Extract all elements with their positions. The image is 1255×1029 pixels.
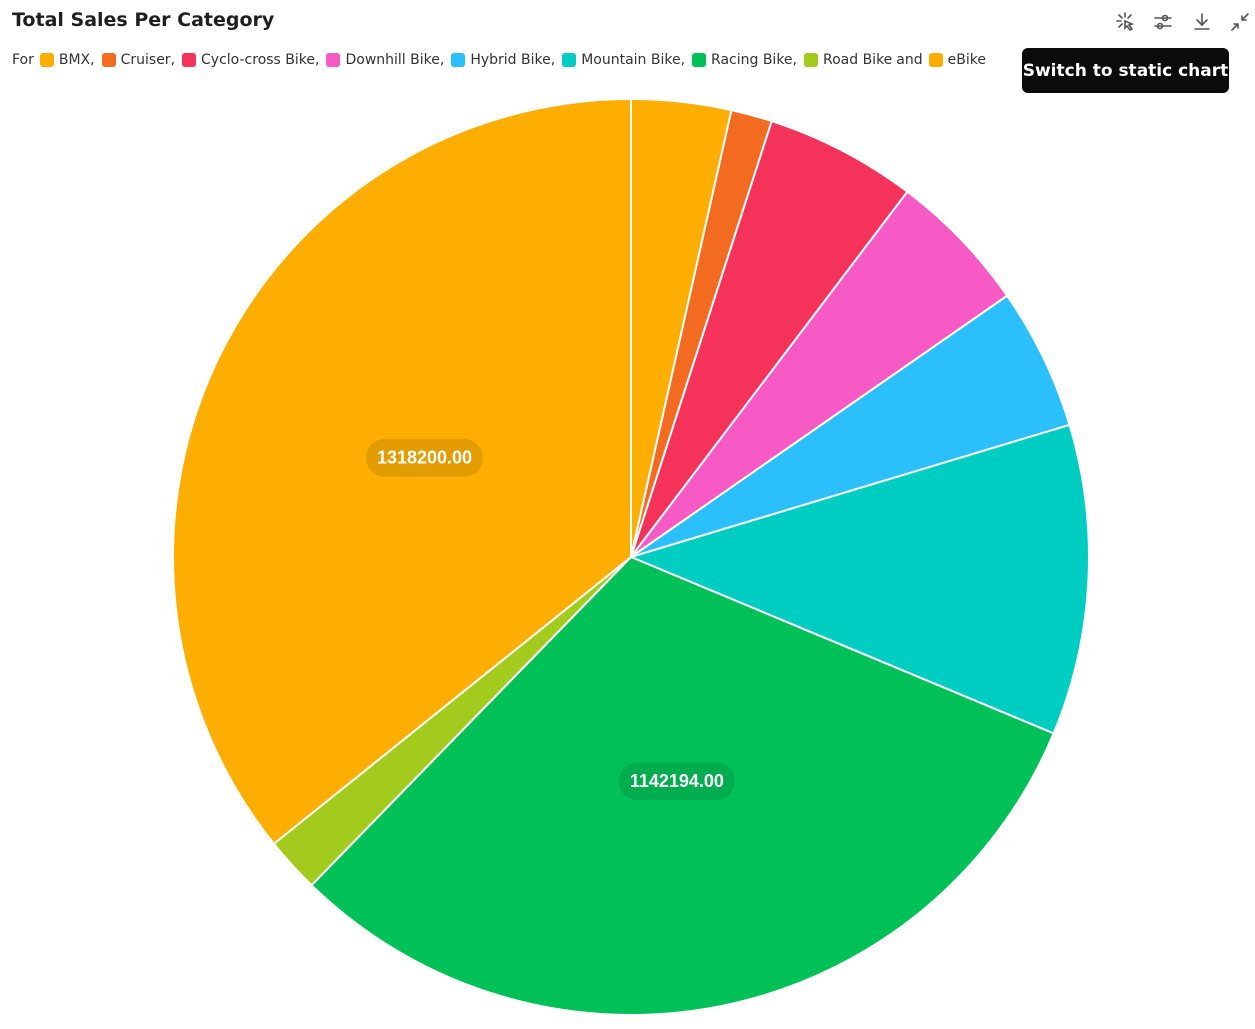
legend-separator: , <box>439 52 445 68</box>
chart-title: Total Sales Per Category <box>12 9 275 31</box>
legend-separator: , <box>170 52 176 68</box>
collapse-button[interactable] <box>1228 10 1252 34</box>
legend: For BMX, Cruiser, Cyclo-cross Bike, Downhil… <box>12 52 986 68</box>
legend-label: eBike <box>947 52 986 68</box>
legend-swatch <box>326 53 341 67</box>
legend-label: Cruiser <box>120 52 171 68</box>
legend-label: Cyclo-cross Bike <box>201 52 316 68</box>
download-button[interactable] <box>1190 10 1214 34</box>
pie-slice <box>630 119 909 558</box>
legend-swatch <box>39 53 54 67</box>
tooltip: Switch to static chart <box>1022 48 1229 93</box>
settings-button[interactable] <box>1151 10 1175 34</box>
legend-prefix: For <box>12 52 34 68</box>
legend-label: Hybrid Bike <box>470 52 551 68</box>
data-label: 1142194.00 <box>630 771 724 791</box>
legend-separator: , <box>680 52 686 68</box>
data-label-bg <box>365 438 484 477</box>
legend-label: Road Bike <box>823 52 893 68</box>
interactive-toggle[interactable] <box>1113 10 1137 34</box>
pie-slice <box>630 294 1071 558</box>
legend-swatch <box>928 53 943 67</box>
data-label: 1318200.00 <box>377 448 472 468</box>
legend-separator: , <box>550 52 556 68</box>
legend-swatch <box>182 53 197 67</box>
legend-conjunction: and <box>896 52 923 68</box>
legend-swatch <box>804 53 818 67</box>
pie-slice <box>630 190 1009 558</box>
pie-slice <box>628 423 1090 735</box>
legend-label: BMX <box>58 52 91 68</box>
legend-swatch <box>101 53 116 67</box>
pie-slice <box>172 97 632 846</box>
legend-swatch <box>451 53 466 67</box>
legend-label: Racing Bike <box>711 52 793 68</box>
legend-swatch <box>562 53 577 67</box>
legend-separator: , <box>792 52 797 68</box>
legend-label: Downhill Bike <box>345 52 440 68</box>
legend-label: Mountain Bike <box>581 52 681 68</box>
legend-swatch <box>692 53 707 67</box>
data-label-bg <box>618 762 735 801</box>
legend-separator: , <box>90 52 95 68</box>
pie-slice <box>310 555 1055 1016</box>
legend-separator: , <box>315 52 320 68</box>
